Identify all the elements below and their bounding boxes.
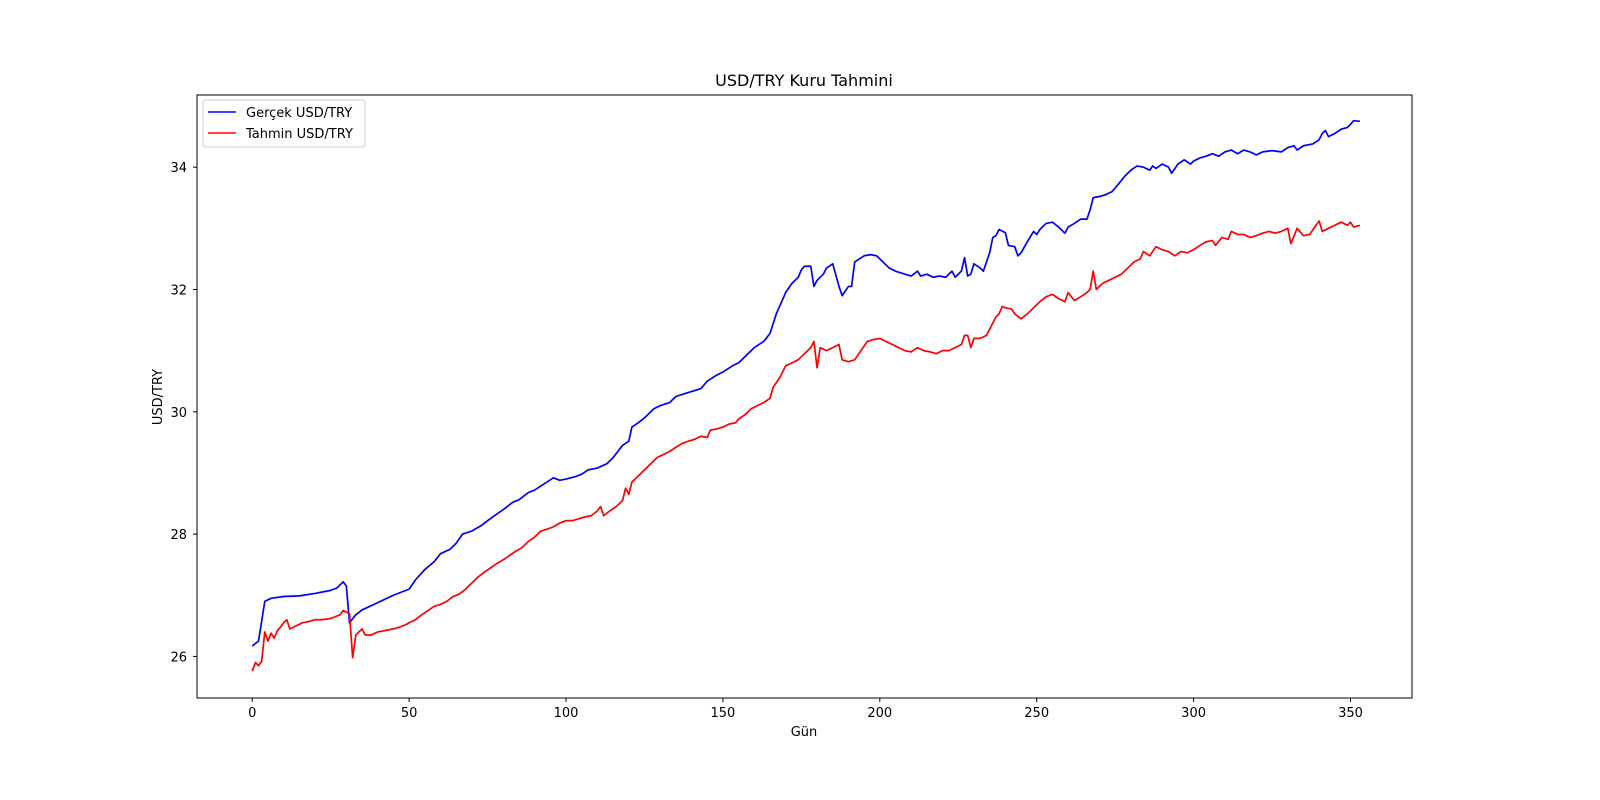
x-tick-label: 300 — [1181, 706, 1206, 721]
x-tick-label: 350 — [1338, 706, 1363, 721]
x-tick-label: 100 — [554, 706, 579, 721]
chart-title: USD/TRY Kuru Tahmini — [715, 71, 893, 90]
legend-label-actual: Gerçek USD/TRY — [246, 106, 352, 121]
y-tick-label: 28 — [170, 528, 187, 543]
x-tick-label: 200 — [867, 706, 892, 721]
y-tick-label: 26 — [170, 650, 187, 665]
x-tick-label: 250 — [1024, 706, 1049, 721]
x-axis-label: Gün — [791, 725, 818, 740]
series-layer — [251, 119, 1361, 672]
x-tick-label: 50 — [401, 706, 418, 721]
legend: Gerçek USD/TRY Tahmin USD/TRY — [202, 99, 366, 148]
legend-label-forecast: Tahmin USD/TRY — [245, 127, 353, 142]
x-tick-label: 150 — [711, 706, 736, 721]
plot-frame — [196, 94, 1413, 699]
y-tick-label: 32 — [170, 283, 187, 298]
y-tick-label: 30 — [170, 406, 187, 421]
series-line-forecast — [251, 220, 1361, 672]
ticks-layer: 0 50 100 150 200 250 300 350 26 28 30 32 34 — [170, 161, 1362, 721]
series-line-actual — [251, 119, 1360, 647]
y-axis-label: USD/TRY — [151, 369, 166, 425]
x-tick-label: 0 — [248, 706, 256, 721]
legend-box — [202, 99, 366, 148]
y-tick-label: 34 — [170, 161, 187, 176]
